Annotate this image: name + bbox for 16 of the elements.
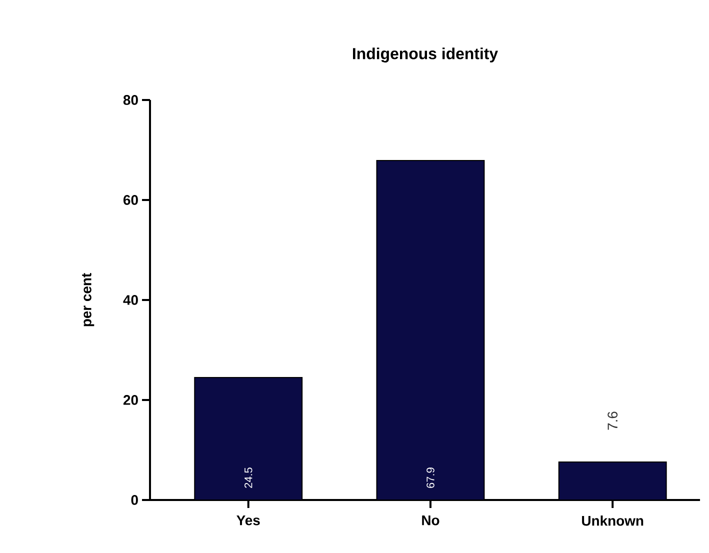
y-tick-label: 0 [131, 495, 138, 505]
y-tick-label: 80 [123, 95, 138, 105]
y-tick-label: 60 [123, 195, 138, 205]
data-label: 7.6 [608, 412, 618, 430]
bar [376, 160, 485, 500]
y-tick-label: 20 [123, 395, 138, 405]
chart-title: Indigenous identity [353, 48, 498, 62]
y-tick-label: 40 [123, 295, 138, 305]
bar [194, 376, 303, 500]
bar [558, 461, 667, 500]
x-tick-label: Yes [236, 516, 260, 526]
x-tick-label: Unknown [582, 516, 644, 526]
data-label: 24.5 [244, 468, 252, 488]
x-tick-label: No [422, 516, 440, 526]
data-label: 67.9 [426, 468, 434, 488]
y-axis-title: per cent [82, 273, 94, 326]
